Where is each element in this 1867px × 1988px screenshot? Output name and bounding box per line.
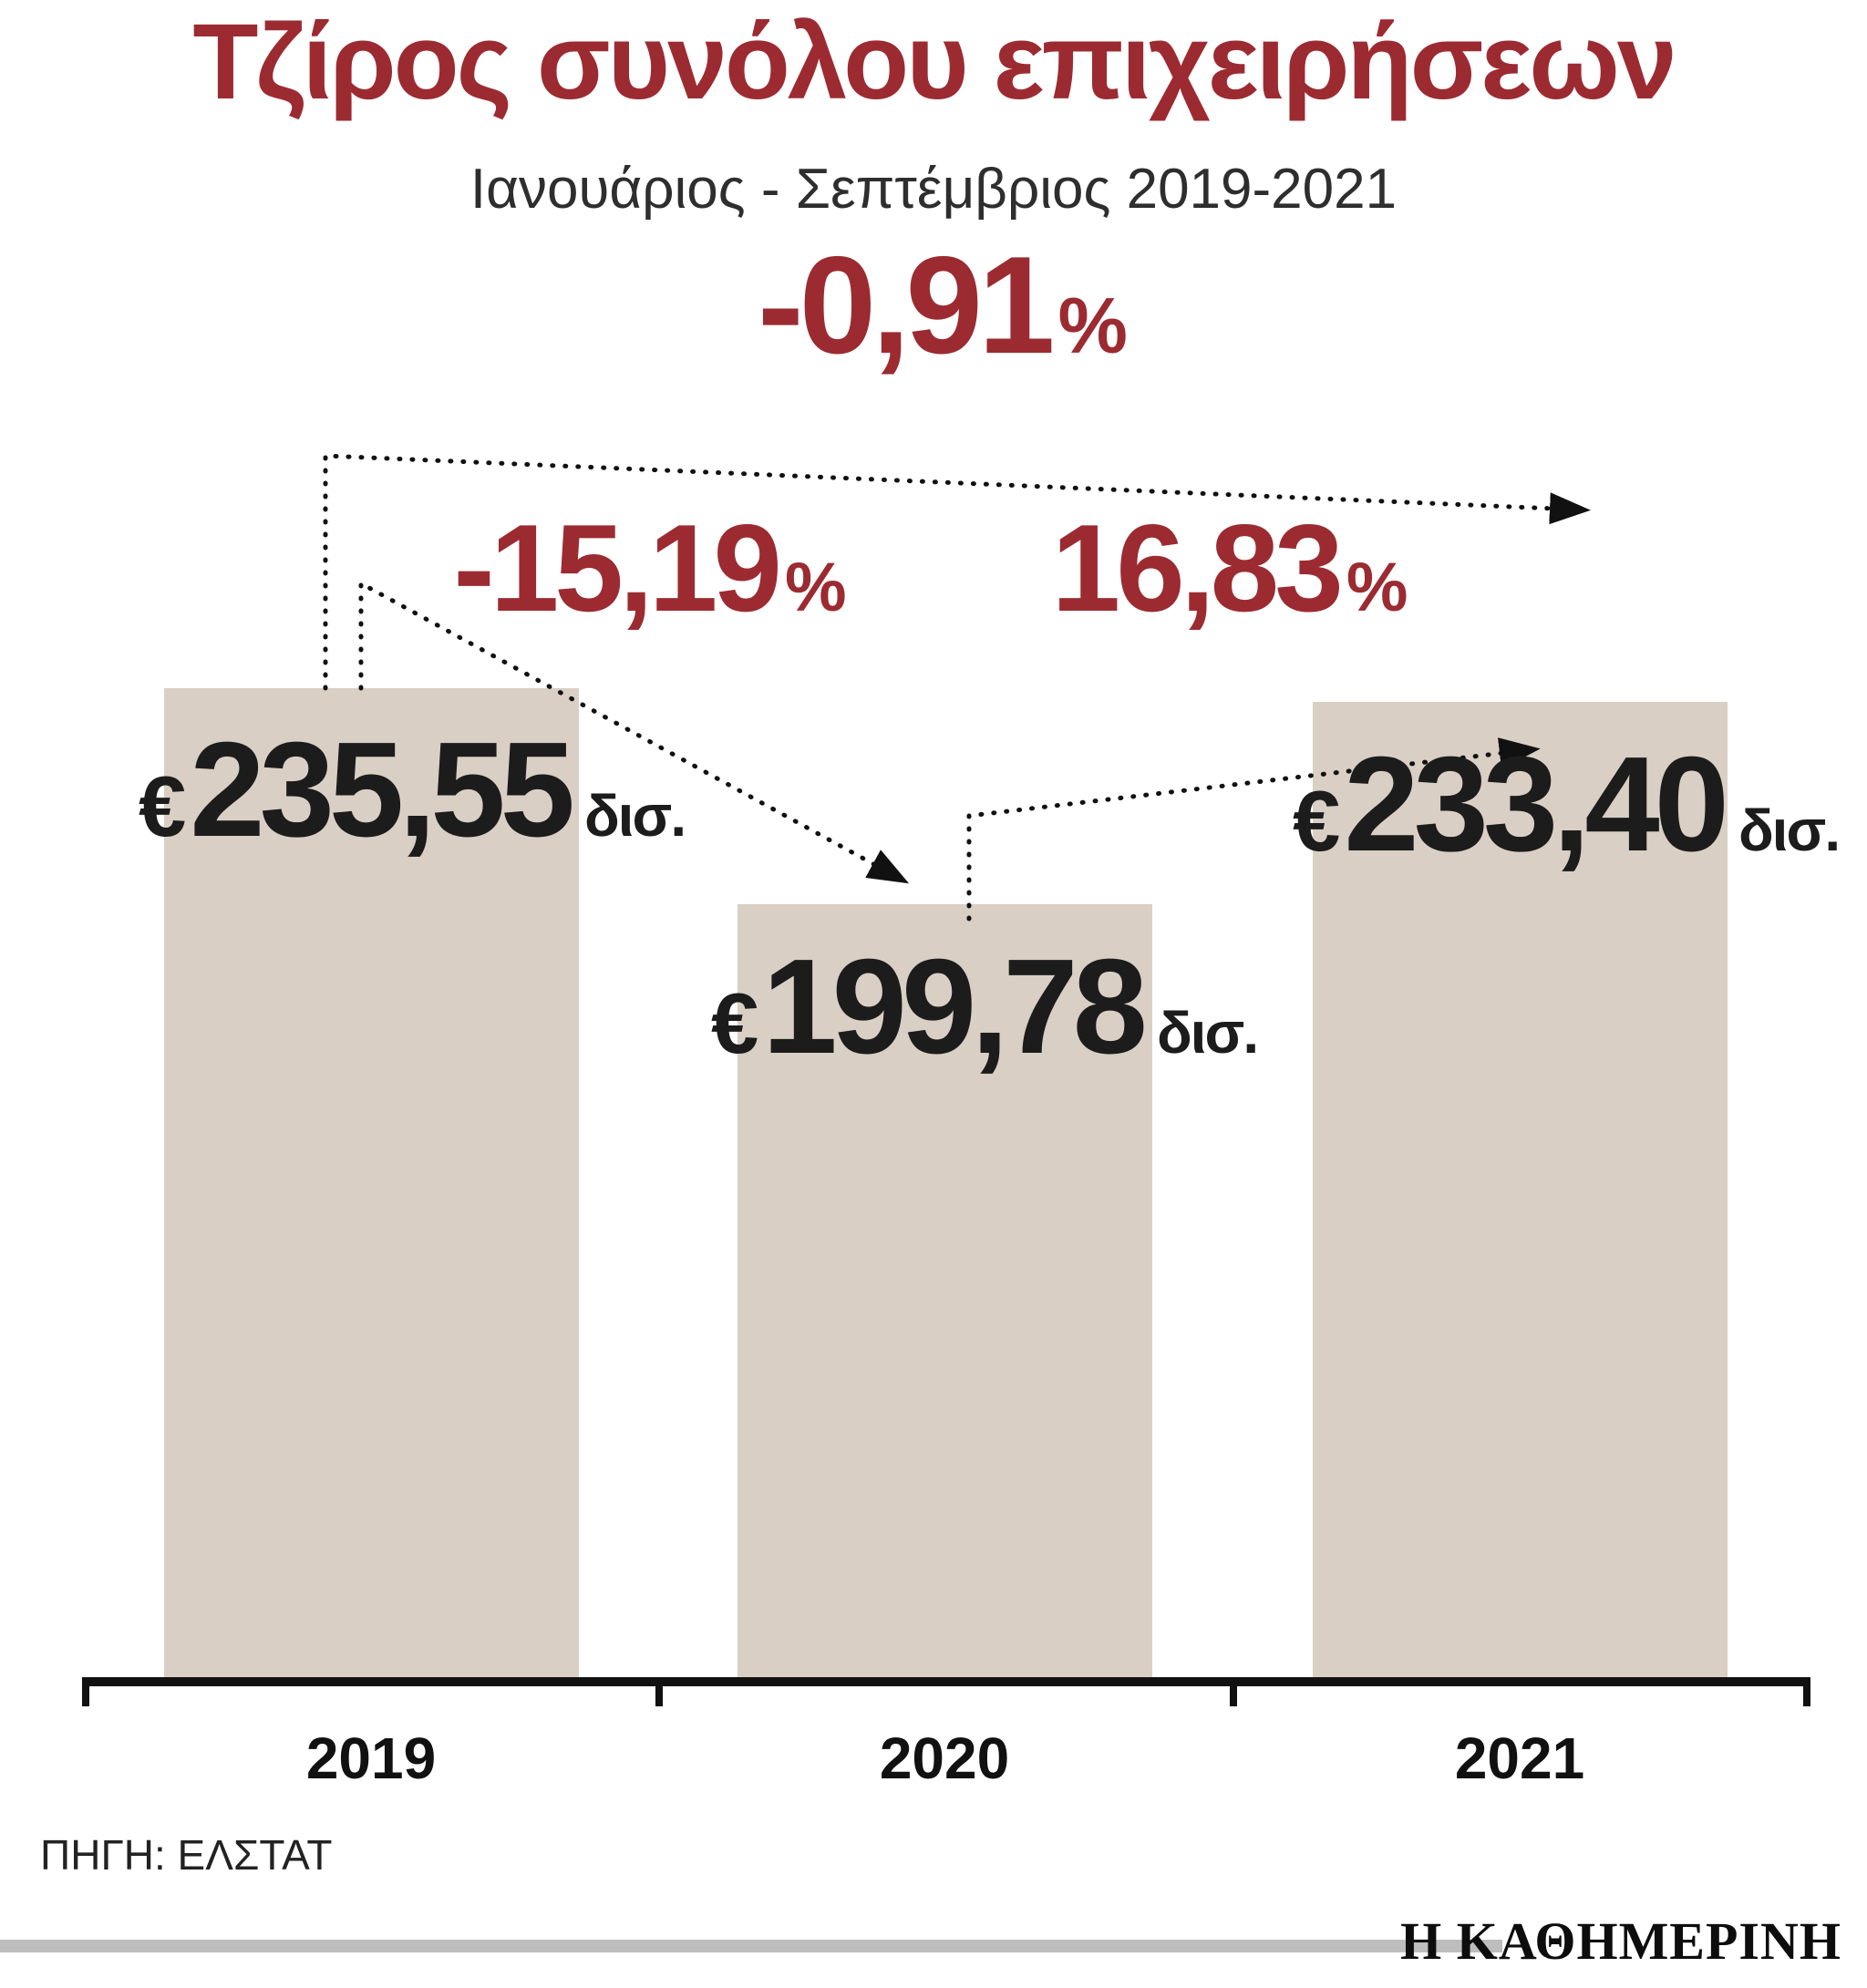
bar-value-2019: € 235,55 δισ.	[139, 713, 686, 868]
bar-value-2021-unit: δισ.	[1738, 798, 1841, 863]
change-2020-2021: 16,83%	[1052, 497, 1408, 639]
page-title: Τζίρος συνόλου επιχειρήσεων	[192, 2, 1676, 122]
change-2019-2020: -15,19%	[453, 497, 846, 639]
bar-2020	[738, 904, 1152, 1682]
page-subtitle: Ιανουάριος - Σεπτέμβριος 2019-2021	[469, 158, 1398, 221]
euro-sign: €	[139, 758, 187, 854]
axis-label-2020: 2020	[879, 1725, 1010, 1791]
percent-sign: %	[785, 549, 847, 626]
x-axis	[82, 1677, 1810, 1686]
change-2020-2021-value: 16,83	[1051, 499, 1344, 637]
euro-sign: €	[1293, 773, 1341, 869]
footer-rule	[0, 1940, 1502, 1952]
change-2019-2020-value: -15,19	[453, 499, 782, 637]
bar-value-2020: € 199,78 δισ.	[711, 930, 1259, 1085]
arrow-2019-to-2020	[358, 579, 910, 884]
axis-tick	[1803, 1677, 1810, 1706]
percent-sign: %	[1346, 549, 1408, 626]
arrow-2020-to-2021	[966, 737, 1541, 922]
bar-value-2021-amount: 233,40	[1344, 729, 1729, 880]
change-2019-2021: -0,91%	[758, 226, 1128, 386]
change-2019-2021-value: -0,91	[758, 228, 1055, 383]
euro-sign: €	[711, 975, 759, 1071]
axis-tick	[1230, 1677, 1237, 1706]
bar-value-2021: € 233,40 δισ.	[1293, 727, 1841, 882]
bar-value-2019-amount: 235,55	[190, 715, 575, 865]
axis-tick	[655, 1677, 663, 1706]
source-note: ΠΗΓΗ: ΕΛΣΤΑΤ	[40, 1831, 333, 1879]
axis-label-2021: 2021	[1454, 1725, 1585, 1791]
bar-value-2020-unit: δισ.	[1156, 1000, 1259, 1066]
brand-logo: Η ΚΑΘΗΜΕΡΙΝΗ	[1400, 1911, 1841, 1971]
axis-tick	[82, 1677, 89, 1706]
bar-2019	[164, 688, 579, 1682]
bar-2021	[1313, 702, 1728, 1682]
percent-sign: %	[1057, 283, 1128, 370]
bar-value-2020-amount: 199,78	[762, 932, 1148, 1082]
arrow-2019-to-2021	[323, 453, 1591, 691]
bar-value-2019-unit: δισ.	[583, 783, 686, 849]
axis-label-2019: 2019	[305, 1725, 437, 1791]
